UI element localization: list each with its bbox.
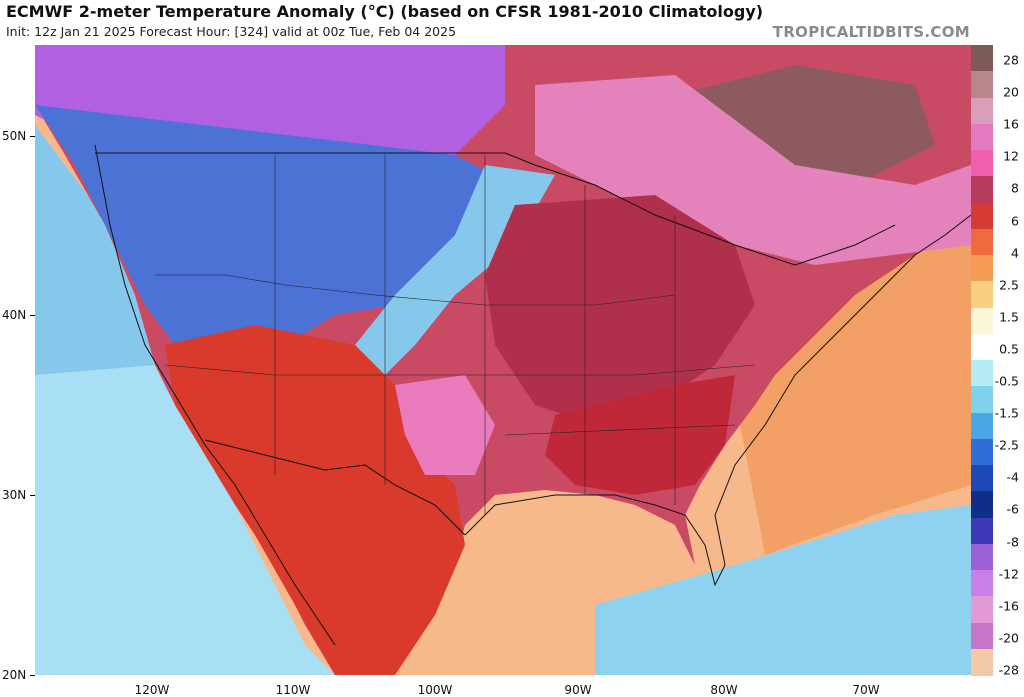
colorbar-label: -4 [1006,469,1019,485]
colorbar-label: 6 [1011,213,1019,229]
gulf-coastline [464,344,826,587]
colorbar-swatch [971,176,993,204]
caribbean-cool-zone [595,505,971,675]
map-canvas [35,45,971,675]
colorbar-labels: 28 20 16 12 8 6 4 2.5 1.5 0.5 -0.5 -1.5 -2.5 -4 -6 -8 -1… [994,45,1024,678]
colorbar-swatch [971,71,993,99]
colorbar-swatch [971,150,993,177]
colorbar-swatch [971,97,993,125]
colorbar-label: 2.5 [999,277,1019,293]
colorbar-swatch [971,491,993,519]
lat-label: 20N [2,668,27,682]
colorbar-swatch [971,281,993,309]
colorbar-label: -2.5 [994,437,1019,453]
colorbar-label: -20 [998,630,1019,646]
colorbar-swatch [971,622,993,650]
anomaly-map[interactable] [35,45,971,675]
lat-tick [30,495,35,496]
atlantic-warm-zone [725,195,971,555]
us-canada-border [95,152,896,266]
lon-label: 70W [852,683,880,697]
colorbar-label: 12 [1003,148,1019,164]
colorbar-label: -16 [998,598,1019,614]
forecast-info: Init: 12z Jan 21 2025 Forecast Hour: [32… [6,24,457,39]
colorbar-label: 1.5 [999,309,1019,325]
colorbar-swatch [971,543,993,571]
lon-label: 110W [275,683,311,697]
colorbar-label: -6 [1006,501,1019,517]
colorbar-label: -8 [1006,534,1019,550]
colorbar-swatch [971,255,993,282]
colorbar-label: 4 [1011,245,1019,261]
midwest-warm-core [485,195,755,425]
lat-tick [30,315,35,316]
canada-pink-zone [535,75,971,265]
colorbar-label: 8 [1011,180,1019,196]
colorbar-label: -1.5 [994,405,1019,421]
lon-label: 120W [134,683,170,697]
colorbar-label: -0.5 [994,373,1019,389]
colorbar-label: 16 [1003,116,1019,132]
colorbar-label: -28 [998,662,1019,678]
colorbar-swatch [971,307,993,335]
site-watermark: TROPICALTIDBITS.COM [772,23,970,41]
colorbar-swatch [971,412,993,440]
lat-label: 50N [2,129,27,143]
lat-label: 40N [2,308,27,322]
colorbar-swatch [971,596,993,624]
southwest-hot-zone [165,325,465,675]
colorbar-swatch [971,45,993,72]
colorbar-swatch [971,123,993,151]
lat-tick [30,675,35,676]
texas-pink-core [395,375,495,475]
state-lines [155,155,756,515]
lat-label: 30N [2,488,27,502]
lat-tick [30,136,35,137]
southeast-hot-core [545,375,735,495]
colorbar-swatch [971,517,993,545]
us-mexico-border [204,439,466,536]
colorbar [971,45,993,676]
west-coastline [94,144,336,646]
colorbar-swatch [971,465,993,492]
lon-label: 90W [564,683,592,697]
colorbar-swatch [971,228,993,256]
colorbar-swatch [971,360,993,387]
northeast-coastline [824,214,971,346]
colorbar-swatch [971,570,993,597]
colorbar-label: 0.5 [999,341,1019,357]
colorbar-swatch [971,202,993,230]
lon-label: 100W [417,683,453,697]
plains-cool-zone [355,165,555,375]
colorbar-swatch [971,438,993,466]
colorbar-swatch [971,333,993,361]
colorbar-label: 28 [1003,52,1019,68]
lon-label: 80W [710,683,738,697]
colorbar-swatch [971,386,993,414]
colorbar-label: -12 [998,566,1019,582]
colorbar-swatch [971,648,993,676]
colorbar-label: 20 [1003,84,1019,100]
map-title: ECMWF 2-meter Temperature Anomaly (°C) (… [6,2,764,21]
pacific-cold-zone [35,125,155,375]
